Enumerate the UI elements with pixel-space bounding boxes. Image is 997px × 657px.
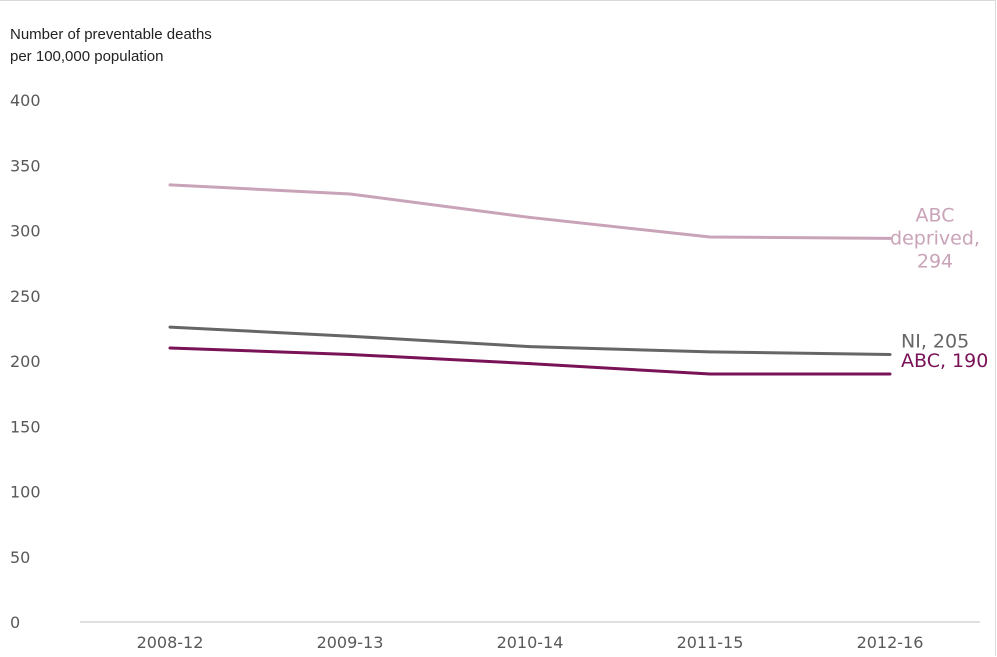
y-tick-label: 150 bbox=[10, 417, 41, 436]
series-label-line: NI, 205 bbox=[901, 330, 969, 352]
data-point bbox=[708, 235, 712, 239]
data-point bbox=[168, 325, 172, 329]
data-point bbox=[528, 215, 532, 219]
y-tick-label: 50 bbox=[10, 548, 30, 567]
series-label-line: deprived, bbox=[890, 227, 980, 249]
y-axis-title-line-1: Number of preventable deaths bbox=[10, 26, 212, 43]
y-tick-label: 300 bbox=[10, 222, 41, 241]
data-point bbox=[888, 372, 892, 376]
series-line-0 bbox=[169, 183, 891, 240]
data-point bbox=[168, 346, 172, 350]
y-tick-label: 350 bbox=[10, 156, 41, 175]
x-tick-label: 2011-15 bbox=[677, 633, 744, 652]
y-tick-label: 200 bbox=[10, 352, 41, 371]
y-tick-label: 250 bbox=[10, 287, 41, 306]
data-point bbox=[888, 352, 892, 356]
x-tick-label: 2009-13 bbox=[317, 633, 384, 652]
y-axis-title-line-2: per 100,000 population bbox=[10, 48, 164, 65]
y-axis-title: Number of preventable deaths per 100,000… bbox=[10, 24, 212, 68]
series-label-line: 294 bbox=[917, 250, 953, 272]
data-point bbox=[708, 350, 712, 354]
series-label-1: NI, 205 bbox=[901, 330, 969, 352]
y-tick-label: 100 bbox=[10, 483, 41, 502]
x-tick-label: 2012-16 bbox=[857, 633, 924, 652]
data-point bbox=[348, 192, 352, 196]
data-point bbox=[528, 345, 532, 349]
series-label-line: ABC, 190 bbox=[901, 350, 988, 372]
series-label-0: ABC deprived, 294 bbox=[890, 204, 980, 272]
series-label-line: ABC bbox=[916, 204, 955, 226]
axes: 0 50 100 150 200 250 300 350 400 2008-12 2009-13 20… bbox=[10, 91, 980, 652]
series-label-2: ABC, 190 bbox=[901, 350, 988, 372]
data-point bbox=[708, 372, 712, 376]
x-tick-label: 2008-12 bbox=[137, 633, 204, 652]
series-layer bbox=[168, 183, 892, 376]
data-point bbox=[348, 352, 352, 356]
data-point bbox=[168, 183, 172, 187]
data-point bbox=[348, 334, 352, 338]
data-point bbox=[528, 362, 532, 366]
x-tick-label: 2010-14 bbox=[497, 633, 564, 652]
y-tick-label: 400 bbox=[10, 91, 41, 110]
data-point bbox=[888, 236, 892, 240]
y-tick-label: 0 bbox=[10, 613, 20, 632]
